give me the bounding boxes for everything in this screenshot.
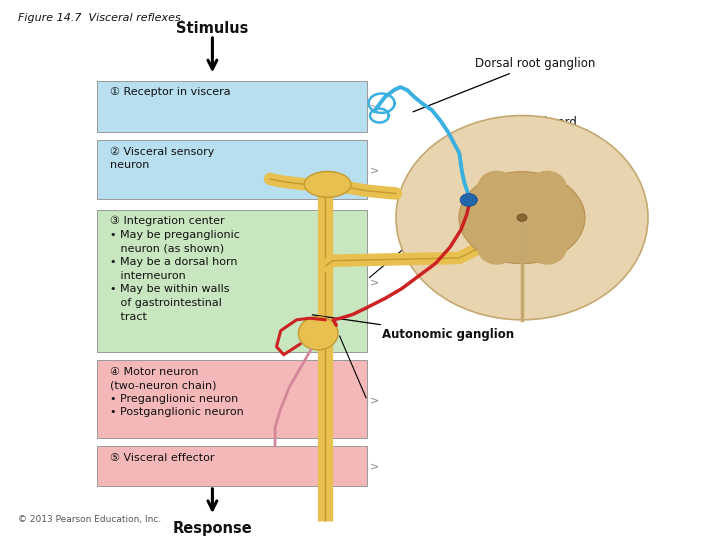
- Text: >: >: [370, 165, 379, 176]
- Text: Autonomic ganglion: Autonomic ganglion: [312, 315, 514, 341]
- Text: Figure 14.7  Visceral reflexes.: Figure 14.7 Visceral reflexes.: [18, 14, 184, 23]
- Text: >: >: [370, 461, 379, 471]
- Text: >: >: [370, 277, 379, 287]
- FancyBboxPatch shape: [97, 210, 367, 352]
- Ellipse shape: [528, 171, 567, 206]
- Text: ③ Integration center
• May be preganglionic
   neuron (as shown)
• May be a dors: ③ Integration center • May be preganglio…: [110, 216, 240, 322]
- Ellipse shape: [477, 171, 516, 206]
- Text: Response: Response: [173, 521, 252, 536]
- Text: ① Receptor in viscera: ① Receptor in viscera: [110, 87, 231, 97]
- Ellipse shape: [528, 230, 567, 265]
- FancyBboxPatch shape: [97, 140, 367, 199]
- Text: Stimulus: Stimulus: [176, 22, 248, 37]
- Text: Dorsal root ganglion: Dorsal root ganglion: [413, 57, 595, 112]
- Circle shape: [460, 193, 477, 206]
- Ellipse shape: [459, 172, 585, 264]
- Text: >: >: [370, 103, 379, 112]
- Text: >: >: [370, 395, 379, 406]
- Text: ④ Motor neuron
(two-neuron chain)
• Preganglionic neuron
• Postganglionic neuron: ④ Motor neuron (two-neuron chain) • Preg…: [110, 367, 244, 417]
- Ellipse shape: [305, 172, 351, 197]
- Text: © 2013 Pearson Education, Inc.: © 2013 Pearson Education, Inc.: [18, 515, 161, 524]
- Circle shape: [517, 214, 527, 221]
- Ellipse shape: [396, 116, 648, 320]
- Ellipse shape: [299, 316, 338, 350]
- Ellipse shape: [477, 230, 516, 265]
- FancyBboxPatch shape: [97, 80, 367, 132]
- Text: ⑤ Visceral effector: ⑤ Visceral effector: [110, 453, 215, 463]
- Text: ② Visceral sensory
neuron: ② Visceral sensory neuron: [110, 146, 215, 170]
- FancyBboxPatch shape: [97, 446, 367, 487]
- Text: Spinal cord: Spinal cord: [464, 116, 577, 155]
- FancyBboxPatch shape: [97, 360, 367, 438]
